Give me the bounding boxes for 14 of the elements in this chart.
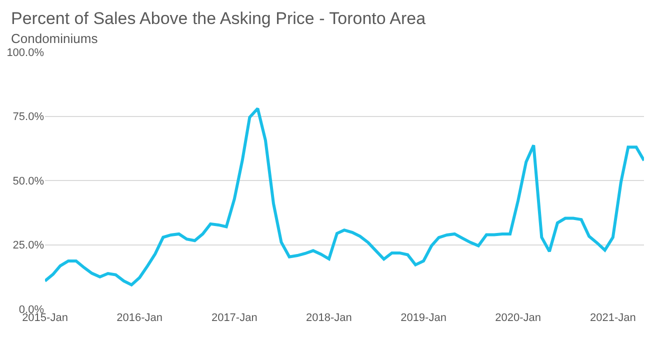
x-tick-label: 2016-Jan: [116, 312, 163, 324]
line-series: [45, 107, 644, 286]
chart-title: Percent of Sales Above the Asking Price - Toronto Area: [11, 9, 426, 28]
x-tick-label: 2021-Jan: [590, 312, 636, 324]
y-tick-label: 100.0%: [6, 46, 44, 59]
y-tick-label: 50.0%: [12, 175, 44, 188]
x-tick-label: 2017-Jan: [211, 312, 258, 324]
x-tick-label: 2020-Jan: [495, 312, 542, 324]
x-tick-label: 2019-Jan: [400, 312, 446, 324]
x-tick-label: 2018-Jan: [306, 312, 352, 324]
chart-subtitle: Condominiums: [11, 31, 98, 46]
y-tick-label: 75.0%: [12, 111, 44, 124]
y-tick-label: 25.0%: [12, 240, 44, 252]
x-tick-label: 2015-Jan: [22, 312, 68, 324]
